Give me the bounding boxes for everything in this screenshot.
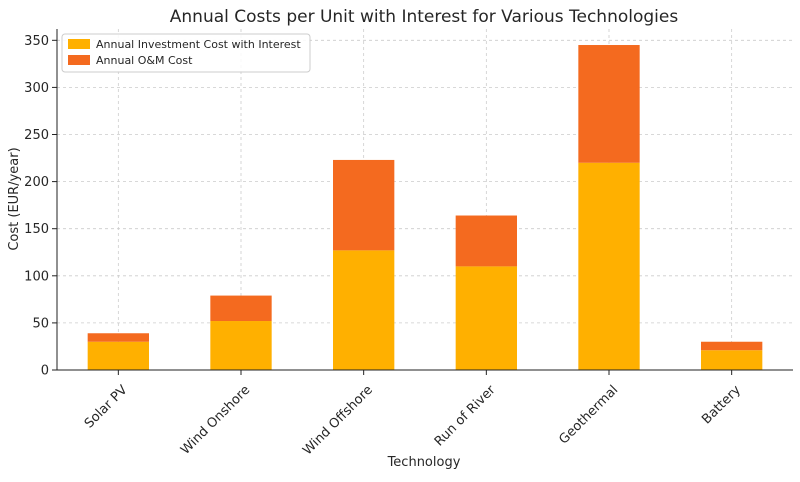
bar-investment bbox=[578, 162, 640, 370]
x-tick-label: Geothermal bbox=[556, 383, 621, 448]
bar-investment bbox=[87, 341, 149, 370]
bar-om bbox=[333, 159, 395, 251]
y-tick-label: 300 bbox=[24, 81, 49, 96]
y-tick-label: 0 bbox=[41, 364, 49, 379]
y-tick-label: 350 bbox=[24, 34, 49, 49]
bar-investment bbox=[333, 250, 395, 370]
x-tick-label: Solar PV bbox=[82, 383, 131, 432]
chart-title: Annual Costs per Unit with Interest for … bbox=[170, 7, 679, 27]
legend: Annual Investment Cost with Interest Annu… bbox=[61, 33, 311, 73]
x-tick-label: Wind Onshore bbox=[178, 383, 253, 458]
axes bbox=[52, 29, 793, 375]
bar-om bbox=[210, 295, 272, 322]
x-tick-label: Run of River bbox=[432, 382, 499, 449]
bar-om bbox=[578, 45, 640, 163]
bar-investment bbox=[210, 321, 272, 370]
legend-swatch bbox=[68, 55, 90, 65]
legend-label: Annual O&M Cost bbox=[96, 54, 193, 67]
legend-box bbox=[61, 33, 311, 73]
y-tick-label: 250 bbox=[24, 128, 49, 143]
legend-label: Annual Investment Cost with Interest bbox=[96, 38, 301, 51]
bar-om bbox=[87, 333, 149, 342]
x-axis-label: Technology bbox=[387, 455, 461, 470]
bar-om bbox=[455, 215, 517, 267]
y-axis-label: Cost (EUR/year) bbox=[7, 147, 22, 250]
bar-investment bbox=[701, 350, 763, 370]
bar-om bbox=[701, 341, 763, 351]
x-tick-label: Wind Offshore bbox=[300, 383, 376, 459]
x-tick-label: Battery bbox=[699, 382, 744, 427]
grid-lines bbox=[57, 29, 793, 371]
bar-investment bbox=[455, 266, 517, 370]
y-tick-label: 100 bbox=[24, 269, 49, 284]
bars bbox=[87, 45, 763, 370]
y-tick-label: 150 bbox=[24, 222, 49, 237]
y-tick-label: 50 bbox=[32, 316, 49, 331]
y-tick-label: 200 bbox=[24, 175, 49, 190]
legend-swatch bbox=[68, 39, 90, 49]
